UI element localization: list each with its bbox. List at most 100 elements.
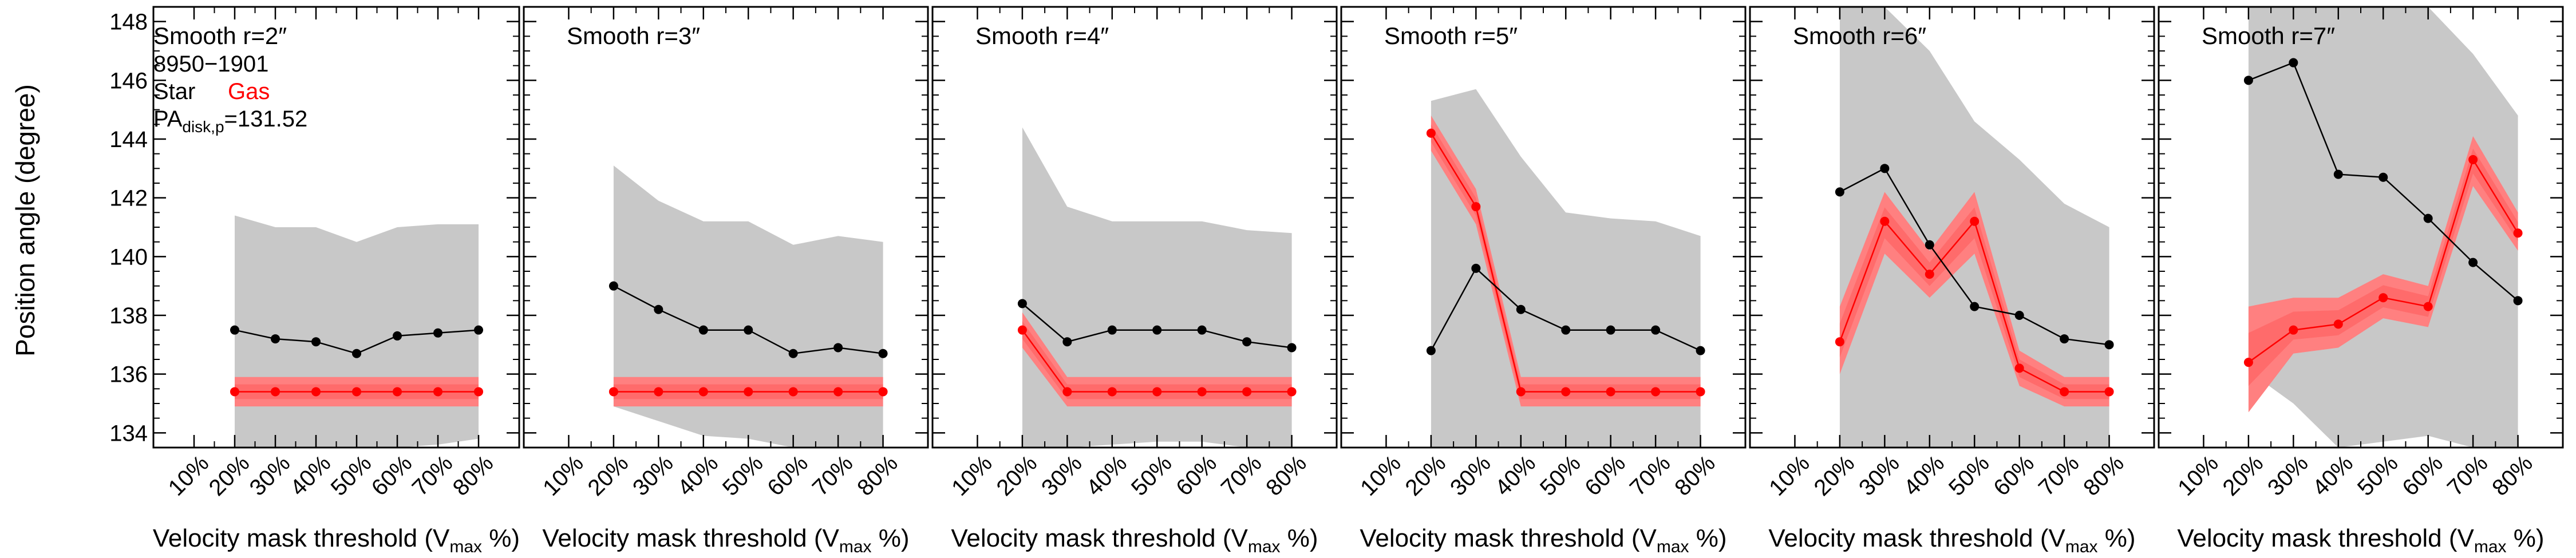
x-tick-label: 50% bbox=[718, 450, 768, 501]
star-point bbox=[1880, 164, 1890, 173]
gas-point bbox=[2014, 363, 2024, 373]
y-tick-label: 134 bbox=[109, 421, 148, 446]
gas-point bbox=[2333, 319, 2343, 329]
star-point bbox=[1651, 325, 1661, 335]
star-point bbox=[1287, 343, 1297, 353]
star-point bbox=[698, 325, 708, 335]
panel-title: Smooth r=3″ bbox=[567, 22, 700, 49]
x-axis-label-tail: %) bbox=[2507, 524, 2545, 552]
x-axis-label-sub: max bbox=[2065, 537, 2098, 556]
x-axis-label-sub: max bbox=[1657, 537, 1689, 556]
legend-gas-label: Gas bbox=[228, 79, 270, 104]
star-point bbox=[2289, 58, 2298, 68]
panel-2: 10%20%30%40%50%60%70%80% Smooth r=3″ Veloc… bbox=[523, 6, 929, 556]
star-point bbox=[2379, 172, 2388, 182]
x-tick-label: 60% bbox=[1580, 450, 1630, 501]
star-point bbox=[2333, 169, 2343, 179]
star-point bbox=[878, 349, 888, 358]
x-tick-label: 80% bbox=[2079, 450, 2129, 501]
pa-subscript: disk,p bbox=[182, 118, 224, 136]
x-tick-label: 80% bbox=[1261, 450, 1311, 501]
x-axis-label: Velocity mask threshold (Vmax %) bbox=[153, 524, 520, 556]
x-tick-label: 80% bbox=[448, 450, 499, 501]
gas-uncertainty-band bbox=[1022, 312, 1292, 407]
star-point bbox=[1696, 346, 1705, 355]
gas-point bbox=[878, 387, 888, 397]
y-tick-label: 136 bbox=[109, 362, 148, 387]
gas-point bbox=[1471, 202, 1481, 212]
gas-point bbox=[2289, 325, 2298, 335]
x-tick-label: 40% bbox=[1081, 450, 1132, 501]
x-tick-label: 20% bbox=[204, 450, 255, 501]
x-tick-label: 50% bbox=[1535, 450, 1586, 501]
x-axis-label-sub: max bbox=[839, 537, 872, 556]
gas-point bbox=[833, 387, 843, 397]
gas-point bbox=[1970, 216, 1980, 226]
gas-point bbox=[1651, 387, 1661, 397]
gas-uncertainty-band bbox=[2248, 136, 2518, 413]
star-point bbox=[1152, 325, 1162, 335]
x-tick-label: 70% bbox=[808, 450, 858, 501]
gas-point bbox=[744, 387, 753, 397]
x-axis-label-sub: max bbox=[449, 537, 482, 556]
x-tick-label: 60% bbox=[2397, 450, 2448, 501]
panel-title: Smooth r=5″ bbox=[1384, 22, 1518, 49]
gas-point bbox=[2468, 155, 2478, 164]
plot-area bbox=[1017, 127, 1297, 448]
x-axis-label-tail: %) bbox=[482, 524, 520, 552]
x-tick-label: 10% bbox=[947, 450, 997, 501]
star-point bbox=[609, 281, 618, 291]
x-tick-label: 50% bbox=[326, 450, 377, 501]
gas-point bbox=[1062, 387, 1072, 397]
x-axis-label-main: Velocity mask threshold (V bbox=[153, 524, 450, 552]
x-axis-label-tail: %) bbox=[2098, 524, 2136, 552]
x-tick-label: 50% bbox=[1944, 450, 1994, 501]
x-tick-label: 40% bbox=[286, 450, 336, 501]
gas-point bbox=[698, 387, 708, 397]
star-point bbox=[2060, 334, 2069, 344]
x-tick-label: 60% bbox=[367, 450, 417, 501]
y-axis-label: Position angle (degree) bbox=[10, 84, 40, 357]
x-axis-label: Velocity mask threshold (Vmax %) bbox=[542, 524, 909, 556]
plot-area bbox=[2243, 7, 2523, 448]
gas-point bbox=[2513, 228, 2523, 238]
panel-title: Smooth r=4″ bbox=[975, 22, 1109, 49]
y-tick-label: 142 bbox=[109, 186, 148, 211]
plot-area bbox=[230, 215, 483, 448]
star-point bbox=[393, 331, 402, 341]
x-axis-label-main: Velocity mask threshold (V bbox=[542, 524, 839, 552]
star-point bbox=[1017, 299, 1027, 308]
x-axis-label: Velocity mask threshold (Vmax %) bbox=[1360, 524, 1726, 556]
x-axis-label: Velocity mask threshold (Vmax %) bbox=[1768, 524, 2135, 556]
x-tick-label: 30% bbox=[1037, 450, 1087, 501]
gas-point bbox=[352, 387, 361, 397]
legend-star-label: Star bbox=[153, 79, 195, 104]
x-tick-label: 20% bbox=[992, 450, 1042, 501]
x-axis-label-main: Velocity mask threshold (V bbox=[2177, 524, 2474, 552]
star-uncertainty-band bbox=[1431, 89, 1701, 448]
star-point bbox=[311, 337, 321, 347]
x-tick-label: 30% bbox=[2263, 450, 2313, 501]
star-point bbox=[1062, 337, 1072, 347]
y-tick-label: 144 bbox=[109, 127, 148, 152]
x-tick-label: 20% bbox=[2218, 450, 2269, 501]
star-point bbox=[788, 349, 798, 358]
y-tick-label: 148 bbox=[109, 10, 148, 35]
star-point bbox=[2513, 296, 2523, 306]
star-point bbox=[2468, 258, 2478, 267]
x-tick-label: 50% bbox=[1127, 450, 1177, 501]
x-tick-label: 40% bbox=[2308, 450, 2358, 501]
legend: 8950−1901 Star Gas PAdisk,p=131.52 bbox=[153, 52, 307, 136]
x-axis-label-main: Velocity mask threshold (V bbox=[1768, 524, 2065, 552]
star-point bbox=[1197, 325, 1207, 335]
x-tick-label: 20% bbox=[1809, 450, 1860, 501]
x-axis-label-sub: max bbox=[1248, 537, 1281, 556]
x-tick-label: 60% bbox=[762, 450, 813, 501]
star-uncertainty-band bbox=[2248, 7, 2518, 448]
panel-5: 10%20%30%40%50%60%70%80% Smooth r=6″ Veloc… bbox=[1749, 6, 2155, 556]
x-axis-label-tail: %) bbox=[1281, 524, 1318, 552]
star-point bbox=[230, 325, 239, 335]
x-tick-label: 30% bbox=[1854, 450, 1905, 501]
gas-point bbox=[433, 387, 442, 397]
x-tick-label: 70% bbox=[408, 450, 458, 501]
